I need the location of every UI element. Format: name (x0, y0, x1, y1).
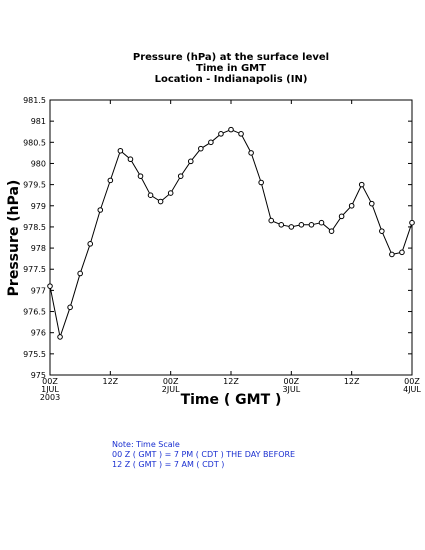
point (67, 304, 73, 311)
point (368, 200, 375, 207)
plot-frame (49, 99, 413, 376)
note: 00 Z ( GMT ) = 7 PM ( CDT ) THE DAY BEFO… (112, 450, 295, 459)
point (97, 207, 104, 213)
y-tick-label: 977.5 (23, 265, 46, 274)
point (157, 198, 164, 205)
x-tick-label: 2JUL (162, 385, 180, 394)
point (328, 228, 335, 234)
point (399, 249, 405, 256)
note: Note: Time Scale (112, 440, 180, 449)
point (338, 213, 345, 220)
point (47, 283, 53, 289)
point (389, 251, 395, 258)
y-tick-label: 979.5 (23, 181, 46, 190)
x-tick-label: 2003 (40, 393, 60, 402)
point (147, 192, 154, 198)
y-tick-label: 981 (31, 117, 46, 126)
point (358, 181, 365, 188)
x-tick-label: 1JUL (41, 385, 59, 394)
y-tick-label: 981.5 (23, 96, 46, 105)
point (298, 222, 305, 228)
point (77, 270, 83, 277)
y-tick-label: 975.5 (23, 350, 46, 359)
point (238, 131, 244, 137)
point (318, 219, 325, 226)
point (308, 222, 315, 228)
y-tick-label: 976 (31, 329, 46, 338)
x-tick-label: 4JUL (403, 385, 421, 394)
point (218, 131, 224, 137)
point (137, 173, 144, 179)
x-tick-label: 3JUL (282, 385, 300, 394)
point (268, 217, 275, 224)
point (57, 334, 63, 340)
point (187, 158, 194, 165)
point (288, 224, 295, 230)
x-axis-label: Time ( GMT ) (181, 392, 282, 408)
point (228, 126, 234, 133)
x-tick-label: 12Z (344, 377, 360, 386)
point (258, 179, 264, 186)
point (107, 177, 114, 184)
point (127, 156, 134, 163)
x-tick-label: 00Z (42, 377, 58, 386)
point (379, 228, 385, 234)
line (49, 129, 413, 339)
point (278, 222, 285, 228)
chart-title: Location - Indianapolis (IN) (155, 74, 308, 85)
y-axis-label: Pressure (hPa) (6, 180, 22, 297)
chart-title: Pressure (hPa) at the surface level (133, 52, 329, 63)
chart-title: Time in GMT (196, 63, 266, 74)
y-tick-label: 980 (31, 159, 46, 168)
y-tick-label: 978.5 (23, 223, 46, 232)
x-tick-label: 00Z (404, 377, 420, 386)
point (348, 202, 355, 209)
y-tick-label: 977 (31, 286, 46, 295)
point (409, 219, 415, 226)
point (248, 150, 254, 156)
point (208, 139, 214, 146)
y-tick-label: 979 (31, 202, 46, 211)
y-tick-label: 978 (31, 244, 46, 253)
y-tick-label: 976.5 (23, 308, 46, 317)
point (167, 190, 174, 196)
x-tick-label: 12Z (223, 377, 239, 386)
point (87, 241, 94, 247)
y-tick-label: 975 (31, 371, 46, 380)
y-tick-label: 980.5 (23, 138, 46, 147)
point (177, 173, 184, 179)
point (117, 147, 124, 154)
x-tick-label: 12Z (102, 377, 118, 386)
note: 12 Z ( GMT ) = 7 AM ( CDT ) (112, 460, 224, 469)
x-tick-label: 00Z (283, 377, 299, 386)
x-tick-label: 00Z (163, 377, 179, 386)
point (198, 145, 204, 152)
